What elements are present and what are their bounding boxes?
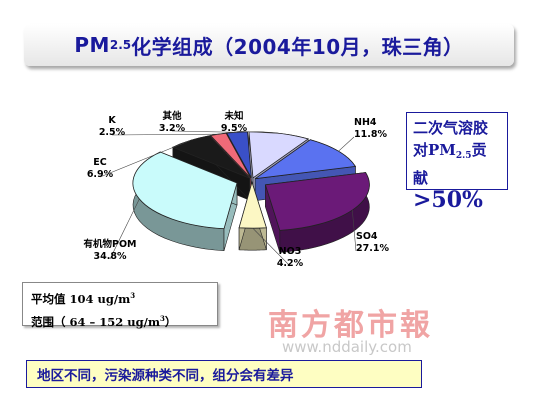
stats-box: 平均值 104 ug/m3 范围（ 64 – 152 ug/m3） — [22, 282, 218, 329]
slice-name-K: K — [108, 115, 116, 126]
avg-label: 平均值 — [31, 291, 66, 306]
callout-line3: >50% — [413, 187, 483, 213]
avg-value: 104 ug/m — [69, 291, 131, 306]
slice-name-NO3: NO3 — [279, 246, 302, 257]
footer-note: 地区不同，污染源种类不同，组分会有差异 — [26, 360, 422, 388]
slice-value-NH4: 11.8% — [354, 129, 387, 140]
slice-value-SO4: 27.1% — [356, 243, 389, 254]
slice-name-SO4: SO4 — [356, 231, 378, 242]
watermark-url: www.nddaily.com — [282, 338, 412, 356]
callout-line2-pre: 对PM — [413, 141, 456, 159]
slice-value-未知: 9.5% — [221, 123, 248, 134]
slice-value-其他: 3.2% — [159, 123, 186, 134]
leader-line-NO3 — [252, 227, 291, 267]
title-rest: 化学组成（2004年10月，珠三角） — [131, 34, 464, 59]
pie-top-group — [132, 131, 370, 231]
slide-title: PM 2.5 化学组成（2004年10月，珠三角） — [24, 24, 514, 66]
pie-slice-NO3 — [238, 180, 267, 229]
leader-line-NH4 — [338, 136, 355, 152]
slice-name-未知: 未知 — [223, 110, 243, 122]
leader-line-SO4 — [352, 210, 357, 252]
secondary-aerosol-callout: 二次气溶胶 对PM2.5贡献 >50% — [406, 112, 508, 211]
avg-sup: 3 — [130, 291, 136, 300]
title-subscript: 2.5 — [109, 38, 132, 52]
slice-value-有机物POM: 34.8% — [94, 251, 127, 262]
pie-slice-K — [209, 132, 252, 179]
leader-line-有机物POM — [109, 198, 140, 260]
range-line: 范围（ 64 – 152 ug/m3） — [31, 309, 209, 332]
slice-name-其他: 其他 — [162, 110, 182, 122]
slice-name-EC: EC — [93, 157, 106, 168]
range-end: ） — [164, 314, 177, 329]
leader-line-EC — [99, 140, 190, 178]
slice-value-EC: 6.9% — [87, 169, 114, 180]
avg-line: 平均值 104 ug/m3 — [31, 286, 209, 309]
title-main: PM — [74, 33, 110, 57]
slice-value-NO3: 4.2% — [277, 258, 304, 269]
callout-line1: 二次气溶胶 — [413, 119, 489, 137]
slice-name-NH4: NH4 — [354, 117, 377, 128]
slice-name-有机物POM: 有机物POM — [84, 238, 137, 250]
watermark-brand: 南方都市報 — [268, 308, 433, 343]
callout-line2-post: 贡献 — [413, 141, 487, 187]
slice-value-K: 2.5% — [99, 127, 126, 138]
pie-slice-SO4 — [264, 172, 370, 231]
leader-line-其他 — [171, 130, 238, 133]
leader-line-K — [111, 133, 219, 136]
range-sup: 3 — [160, 313, 165, 323]
callout-line2-sub: 2.5 — [455, 151, 472, 161]
callout-line2: 对PM2.5贡献 — [413, 139, 501, 189]
range-label: 范围（ 64 – 152 ug/m — [31, 314, 161, 329]
leader-line-未知 — [233, 130, 280, 134]
